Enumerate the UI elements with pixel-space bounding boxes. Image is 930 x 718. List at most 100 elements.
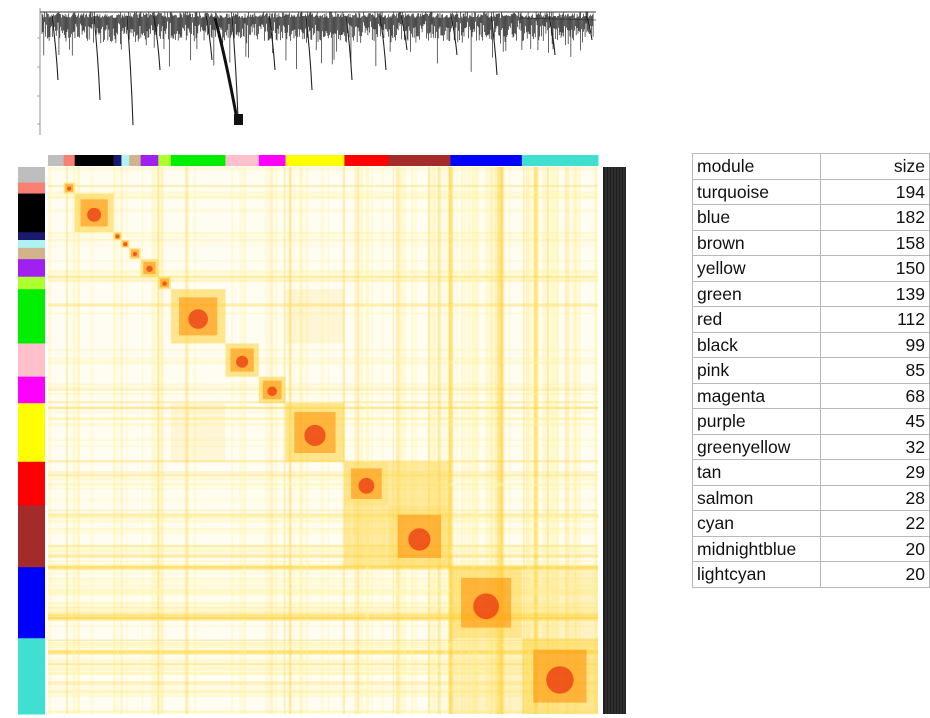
module-name: tan: [692, 459, 821, 486]
heatmap-streak-horizontal: [48, 607, 598, 609]
heatmap-streak-vertical: [498, 167, 503, 714]
heatmap-streak-horizontal: [48, 191, 598, 195]
heatmap-streak-horizontal: [48, 235, 598, 237]
heatmap-streak-horizontal: [48, 588, 598, 593]
heatmap-streak-horizontal: [48, 588, 598, 593]
heatmap-streak-horizontal: [48, 671, 598, 676]
heatmap-streak-vertical: [48, 167, 52, 714]
table-row: cyan 22: [692, 510, 930, 537]
module-name: midnightblue: [692, 535, 821, 562]
dendrogram-long-branch: [585, 15, 593, 41]
heatmap-streak-vertical: [595, 167, 598, 714]
heatmap-streak-horizontal: [48, 474, 598, 477]
heatmap-streak-horizontal: [48, 497, 598, 502]
dendrogram-long-branch: [548, 15, 556, 56]
table-row: yellow 150: [692, 255, 930, 282]
heatmap-streak-vertical: [500, 167, 503, 714]
heatmap-streak-vertical: [230, 167, 234, 714]
module-size: 139: [819, 280, 930, 307]
heatmap-streak-horizontal: [48, 384, 598, 387]
module-block-center: [358, 477, 375, 494]
module-color-bar-top: [170, 155, 226, 166]
heatmap-streak-vertical: [547, 167, 550, 714]
heatmap-streak-horizontal: [48, 564, 598, 569]
heatmap-streak-horizontal: [48, 565, 598, 570]
dendrogram-long-branch: [231, 15, 239, 119]
heatmap-streak-vertical: [380, 167, 385, 714]
module-cross-block: [170, 403, 226, 462]
heatmap-streak-horizontal: [48, 551, 598, 555]
heatmap-streak-horizontal: [48, 244, 598, 247]
module-color-bar-left: [18, 247, 45, 260]
heatmap-streak-horizontal: [48, 512, 598, 517]
heatmap-streak-horizontal: [48, 642, 598, 646]
heatmap-streak-horizontal: [48, 383, 598, 385]
module-color-bar-left: [18, 182, 45, 195]
module-color-bar-left: [18, 193, 45, 233]
heatmap-streak-horizontal: [48, 471, 598, 474]
heatmap-streak-horizontal: [48, 580, 598, 583]
dendrogram-long-branch: [93, 15, 101, 101]
module-name: blue: [692, 204, 821, 231]
module-block-center: [67, 186, 72, 191]
heatmap-streak-vertical: [569, 167, 573, 714]
heatmap-streak-vertical: [283, 167, 286, 714]
heatmap-streak-horizontal: [48, 710, 598, 713]
table-row: green 139: [692, 280, 930, 307]
heatmap-streak-vertical: [119, 167, 123, 714]
module-name: cyan: [692, 510, 821, 537]
heatmap-streak-vertical: [266, 167, 269, 714]
heatmap-streak-horizontal: [48, 185, 598, 187]
heatmap-streak-horizontal: [48, 393, 598, 395]
heatmap-streak-horizontal: [48, 649, 598, 652]
table-row: pink 85: [692, 357, 930, 384]
heatmap-streak-horizontal: [48, 606, 598, 608]
module-color-bar-left: [18, 240, 45, 249]
heatmap-streak-vertical: [396, 167, 400, 714]
table-row: midnightblue 20: [692, 535, 930, 562]
heatmap-streak-horizontal: [48, 563, 598, 567]
heatmap-streak-vertical: [564, 167, 567, 714]
module-color-bar-left: [18, 167, 45, 184]
heatmap-streak-vertical: [271, 167, 273, 714]
heatmap-streak-vertical: [370, 167, 373, 714]
module-block-center: [236, 355, 249, 368]
heatmap-streak-horizontal: [48, 548, 598, 550]
heatmap-streak-vertical: [159, 167, 163, 714]
module-block-center: [146, 265, 153, 272]
dendrogram-leaf-block: [234, 114, 243, 125]
heatmap-streak-vertical: [530, 167, 532, 714]
heatmap-streak-horizontal: [48, 658, 598, 663]
module-color-bar-left: [18, 567, 45, 639]
heatmap-streak-horizontal: [48, 231, 598, 235]
heatmap-streak-vertical: [565, 167, 570, 714]
heatmap-streak-horizontal: [48, 509, 598, 511]
heatmap-streak-horizontal: [48, 649, 598, 652]
heatmap-streak-horizontal: [48, 565, 598, 569]
module-size-table: module size turquoise 194 blue 182 brown 15…: [692, 153, 930, 588]
table-row: greenyellow 32: [692, 433, 930, 460]
heatmap-streak-vertical: [428, 167, 431, 714]
module-name: green: [692, 280, 821, 307]
heatmap-streak-vertical: [533, 167, 538, 714]
heatmap-streak-horizontal: [48, 681, 598, 686]
heatmap-streak-vertical: [534, 167, 539, 714]
heatmap-streak-horizontal: [48, 280, 598, 282]
heatmap-streak-horizontal: [48, 209, 598, 212]
dendrogram-thick-branch: [213, 17, 238, 115]
heatmap-streak-horizontal: [48, 646, 598, 649]
heatmap-streak-vertical: [356, 167, 360, 714]
heatmap-streak-vertical: [356, 167, 359, 714]
heatmap-streak-vertical: [66, 167, 68, 714]
table-row: purple 45: [692, 408, 930, 435]
module-size: 68: [819, 382, 930, 409]
heatmap-streak-horizontal: [48, 691, 598, 693]
table-row: turquoise 194: [692, 178, 930, 205]
heatmap-streak-horizontal: [48, 617, 598, 621]
heatmap-streak-horizontal: [48, 167, 598, 170]
module-color-bar-top: [48, 155, 65, 166]
heatmap-streak-horizontal: [48, 568, 598, 571]
heatmap-streak-vertical: [443, 167, 446, 714]
module-cross-block: [285, 289, 345, 344]
table-row: magenta 68: [692, 382, 930, 409]
